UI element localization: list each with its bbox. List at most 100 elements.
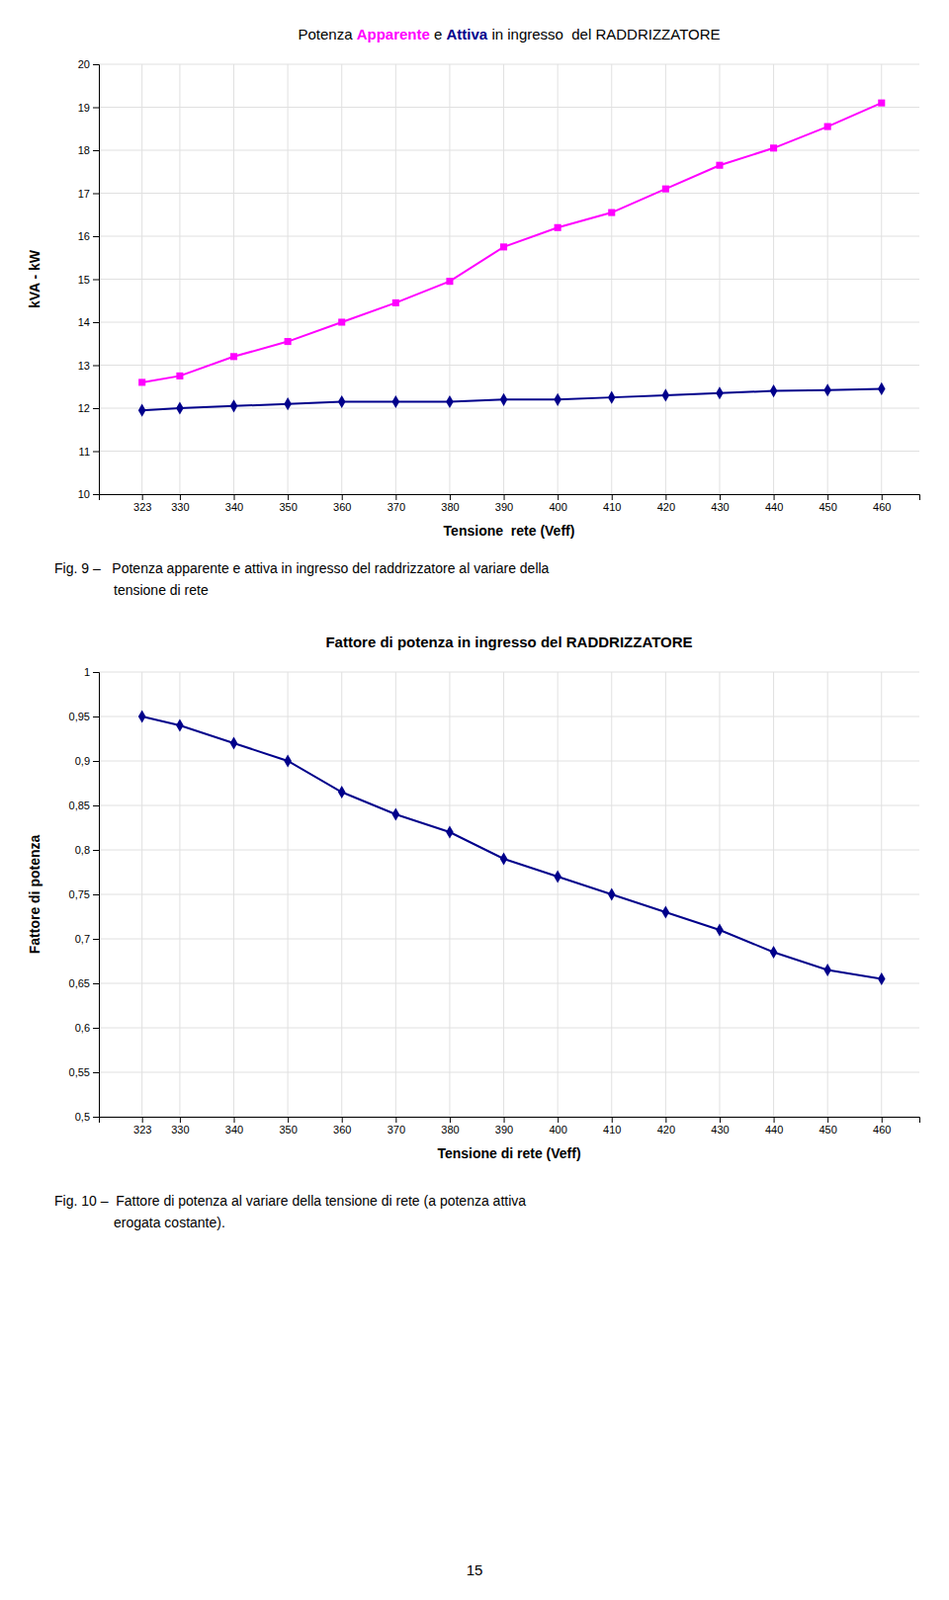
tick: 350 bbox=[278, 494, 297, 514]
tick-mark bbox=[92, 761, 99, 763]
grid-line-y bbox=[98, 408, 920, 410]
series-marker bbox=[877, 972, 886, 986]
tick-mark bbox=[142, 1117, 144, 1123]
tick-mark bbox=[92, 408, 99, 410]
grid-line-x bbox=[880, 64, 882, 495]
series-marker bbox=[230, 399, 239, 413]
tick-label: 340 bbox=[225, 1123, 244, 1136]
tick-mark bbox=[142, 494, 144, 501]
tick-mark bbox=[774, 1117, 776, 1123]
series-marker bbox=[445, 825, 454, 839]
grid-line-x bbox=[178, 64, 180, 495]
grid-line-y bbox=[98, 364, 920, 366]
series-marker bbox=[175, 718, 184, 732]
tick-label: 0,75 bbox=[69, 888, 90, 901]
tick-mark bbox=[557, 494, 559, 501]
tick: 15 bbox=[78, 273, 99, 286]
tick-label: 12 bbox=[78, 402, 90, 415]
tick-label: 360 bbox=[333, 501, 351, 514]
grid-line-y bbox=[98, 761, 920, 763]
tick: 450 bbox=[818, 1117, 837, 1136]
tick-mark bbox=[719, 494, 721, 501]
series-marker bbox=[338, 785, 346, 799]
tick-mark bbox=[92, 107, 99, 109]
grid-line-x bbox=[718, 672, 720, 1118]
tick: 340 bbox=[225, 1117, 244, 1136]
plot-area bbox=[138, 99, 886, 418]
tick-label: 0,6 bbox=[75, 1022, 90, 1035]
series-marker bbox=[138, 378, 146, 386]
series-marker bbox=[392, 807, 401, 821]
tick-mark bbox=[557, 1117, 559, 1123]
tick: 400 bbox=[548, 494, 567, 514]
series-marker bbox=[553, 869, 562, 883]
y-axis: 1011121314151617181920 bbox=[78, 58, 100, 501]
x-axis: 3233303403503603703803904004104204304404… bbox=[99, 1117, 921, 1136]
tick-label: 0,85 bbox=[69, 799, 90, 812]
tick: 0,8 bbox=[75, 844, 99, 857]
tick-label: 0,7 bbox=[75, 933, 90, 946]
grid bbox=[98, 672, 920, 1118]
y-axis-title: kVA - kW bbox=[26, 249, 43, 309]
grid-line-x bbox=[141, 672, 143, 1118]
tick-label: 17 bbox=[78, 187, 90, 200]
series-marker bbox=[607, 391, 616, 405]
tick-label: 370 bbox=[387, 1123, 406, 1136]
tick-mark bbox=[92, 716, 99, 718]
tick-label: 19 bbox=[78, 101, 90, 114]
tick-mark bbox=[92, 1117, 99, 1119]
grid-line-x bbox=[287, 672, 289, 1118]
grid-line-y bbox=[98, 322, 920, 324]
tick-label: 430 bbox=[710, 501, 729, 514]
grid-line-x bbox=[233, 64, 235, 495]
grid-line-x bbox=[448, 672, 450, 1118]
grid-line-x bbox=[341, 64, 343, 495]
tick-label: 15 bbox=[78, 273, 90, 286]
grid-line-y bbox=[98, 192, 920, 194]
axis-line bbox=[99, 1118, 921, 1124]
grid-line-x bbox=[880, 672, 882, 1118]
y-axis-title: Fattore di potenza bbox=[26, 835, 43, 955]
tick: 0,9 bbox=[75, 755, 99, 768]
tick: 460 bbox=[872, 494, 891, 514]
grid-line-y bbox=[98, 850, 920, 852]
series-marker bbox=[770, 946, 778, 959]
tick-mark bbox=[611, 1117, 613, 1123]
grid-line-y bbox=[98, 278, 920, 280]
tick-mark bbox=[92, 236, 99, 238]
series-marker bbox=[715, 386, 724, 400]
tick-mark bbox=[92, 850, 99, 852]
tick-mark bbox=[234, 1117, 236, 1123]
tick: 17 bbox=[78, 187, 99, 200]
series-marker bbox=[338, 395, 346, 409]
tick-label: 0,9 bbox=[75, 755, 90, 768]
tick: 0,65 bbox=[69, 977, 99, 990]
tick: 11 bbox=[79, 445, 99, 458]
tick: 410 bbox=[603, 1117, 621, 1136]
grid-line-x bbox=[557, 64, 559, 495]
series-marker bbox=[823, 963, 832, 977]
tick: 370 bbox=[387, 494, 406, 514]
tick: 0,6 bbox=[75, 1022, 99, 1035]
tick-label: 0,95 bbox=[69, 710, 90, 723]
tick-label: 440 bbox=[765, 1123, 783, 1136]
tick-mark bbox=[92, 494, 99, 496]
tick: 440 bbox=[765, 1117, 783, 1136]
tick: 0,7 bbox=[75, 933, 99, 946]
series-marker bbox=[823, 383, 832, 397]
series-marker bbox=[607, 209, 615, 217]
tick-label: 460 bbox=[872, 501, 891, 514]
grid-line-y bbox=[98, 716, 920, 718]
series-marker bbox=[138, 709, 147, 723]
x-axis-title: Tensione rete (Veff) bbox=[443, 522, 576, 539]
tick-mark bbox=[287, 494, 289, 501]
tick-label: 380 bbox=[440, 501, 459, 514]
tick-mark bbox=[179, 1117, 181, 1123]
tick-label: 380 bbox=[440, 1123, 459, 1136]
tick-label: 390 bbox=[495, 501, 514, 514]
tick: 19 bbox=[78, 101, 99, 114]
grid-line-x bbox=[141, 64, 143, 495]
grid-line-y bbox=[98, 672, 920, 674]
tick: 0,5 bbox=[75, 1111, 99, 1123]
tick: 460 bbox=[872, 1117, 891, 1136]
